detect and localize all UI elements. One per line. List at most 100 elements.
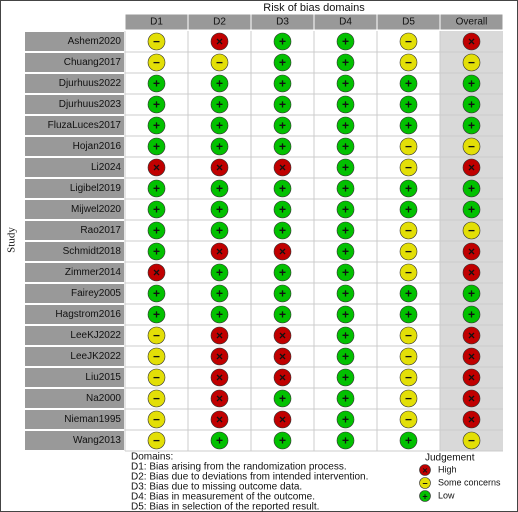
judgement-circle <box>147 32 166 51</box>
judgement-circle <box>210 410 229 429</box>
judgement-symbol: + <box>342 245 349 259</box>
judgement-circle <box>210 116 229 135</box>
y-label: Study <box>6 227 18 253</box>
column-header: D1 <box>150 17 163 28</box>
judgement-circle <box>399 116 418 135</box>
judgement-circle <box>399 95 418 114</box>
domains-title: Domains: <box>131 452 173 463</box>
judgement-symbol: × <box>468 245 475 259</box>
judgement-circle <box>462 284 481 303</box>
judgement-circle <box>273 137 292 156</box>
judgement-symbol: + <box>342 161 349 175</box>
study-label: Mijwel2020 <box>71 204 121 215</box>
judgement-symbol: × <box>279 350 286 364</box>
domain-description: D3: Bias due to missing outcome data. <box>131 482 302 493</box>
judgement-circle <box>336 200 355 219</box>
study-label-bg <box>25 326 124 345</box>
judgement-circle <box>147 221 166 240</box>
judgement-circle <box>336 179 355 198</box>
judgement-symbol: + <box>342 35 349 49</box>
judgement-symbol: + <box>279 266 286 280</box>
judgement-symbol: + <box>405 119 412 133</box>
judgement-symbol: × <box>468 392 475 406</box>
judgement-symbol: + <box>342 287 349 301</box>
judgement-symbol: + <box>279 35 286 49</box>
judgement-circle <box>399 158 418 177</box>
judgement-symbol: − <box>405 140 412 154</box>
judgement-symbol: − <box>405 392 412 406</box>
study-label-bg <box>25 200 124 219</box>
judgement-symbol: + <box>216 434 223 448</box>
judgement-symbol: × <box>468 266 475 280</box>
judgement-circle <box>210 326 229 345</box>
judgement-circle <box>399 389 418 408</box>
judgement-circle <box>462 95 481 114</box>
judgement-circle <box>399 137 418 156</box>
judgement-symbol: − <box>405 161 412 175</box>
judgement-circle <box>336 368 355 387</box>
judgement-circle <box>336 347 355 366</box>
judgement-symbol: + <box>342 119 349 133</box>
judgement-circle <box>462 326 481 345</box>
judgement-symbol: + <box>342 98 349 112</box>
judgement-symbol: × <box>468 413 475 427</box>
judgement-symbol: + <box>279 182 286 196</box>
judgement-circle <box>210 347 229 366</box>
judgement-circle <box>462 200 481 219</box>
judgement-circle <box>399 200 418 219</box>
judgement-circle <box>210 368 229 387</box>
study-label-bg <box>25 221 124 240</box>
judgement-symbol: + <box>468 308 475 322</box>
study-label: Djurhuus2022 <box>59 78 122 89</box>
plot-title: Risk of bias domains <box>263 2 365 14</box>
legend-title: Judgement <box>425 453 475 464</box>
judgement-circle <box>336 389 355 408</box>
judgement-symbol: + <box>342 413 349 427</box>
study-label-bg <box>25 116 124 135</box>
judgement-symbol: − <box>468 140 475 154</box>
judgement-circle <box>336 116 355 135</box>
domain-description: D2: Bias due to deviations from intended… <box>131 472 368 483</box>
judgement-circle <box>147 200 166 219</box>
study-label: Chuang2017 <box>64 57 122 68</box>
judgement-circle <box>399 410 418 429</box>
judgement-circle <box>273 179 292 198</box>
judgement-symbol: + <box>279 224 286 238</box>
judgement-symbol: + <box>468 203 475 217</box>
judgement-circle <box>336 326 355 345</box>
legend-circle <box>419 464 431 476</box>
judgement-circle <box>462 347 481 366</box>
judgement-symbol: + <box>216 308 223 322</box>
judgement-symbol: + <box>342 350 349 364</box>
study-label: Na2000 <box>86 393 121 404</box>
judgement-symbol: + <box>279 56 286 70</box>
judgement-symbol: + <box>279 77 286 91</box>
judgement-symbol: + <box>468 77 475 91</box>
judgement-circle <box>399 179 418 198</box>
judgement-symbol: + <box>405 182 412 196</box>
judgement-circle <box>273 431 292 450</box>
judgement-circle <box>273 200 292 219</box>
judgement-circle <box>210 305 229 324</box>
judgement-symbol: + <box>279 434 286 448</box>
judgement-circle <box>462 263 481 282</box>
judgement-circle <box>273 263 292 282</box>
study-label: Wang2013 <box>73 435 121 446</box>
judgement-symbol: − <box>153 56 160 70</box>
judgement-symbol: + <box>468 287 475 301</box>
judgement-symbol: + <box>342 392 349 406</box>
study-label: Ashem2020 <box>68 36 122 47</box>
legend-symbol: − <box>422 478 427 488</box>
judgement-symbol: × <box>468 161 475 175</box>
judgement-symbol: + <box>216 266 223 280</box>
judgement-circle <box>273 389 292 408</box>
judgement-circle <box>336 410 355 429</box>
judgement-symbol: × <box>216 413 223 427</box>
study-label: Fairey2005 <box>71 288 121 299</box>
judgement-symbol: + <box>279 308 286 322</box>
judgement-circle <box>336 305 355 324</box>
legend-label: High <box>438 464 457 474</box>
judgement-circle <box>273 410 292 429</box>
judgement-circle <box>399 74 418 93</box>
domain-description: D5: Bias in selection of the reported re… <box>131 502 319 512</box>
